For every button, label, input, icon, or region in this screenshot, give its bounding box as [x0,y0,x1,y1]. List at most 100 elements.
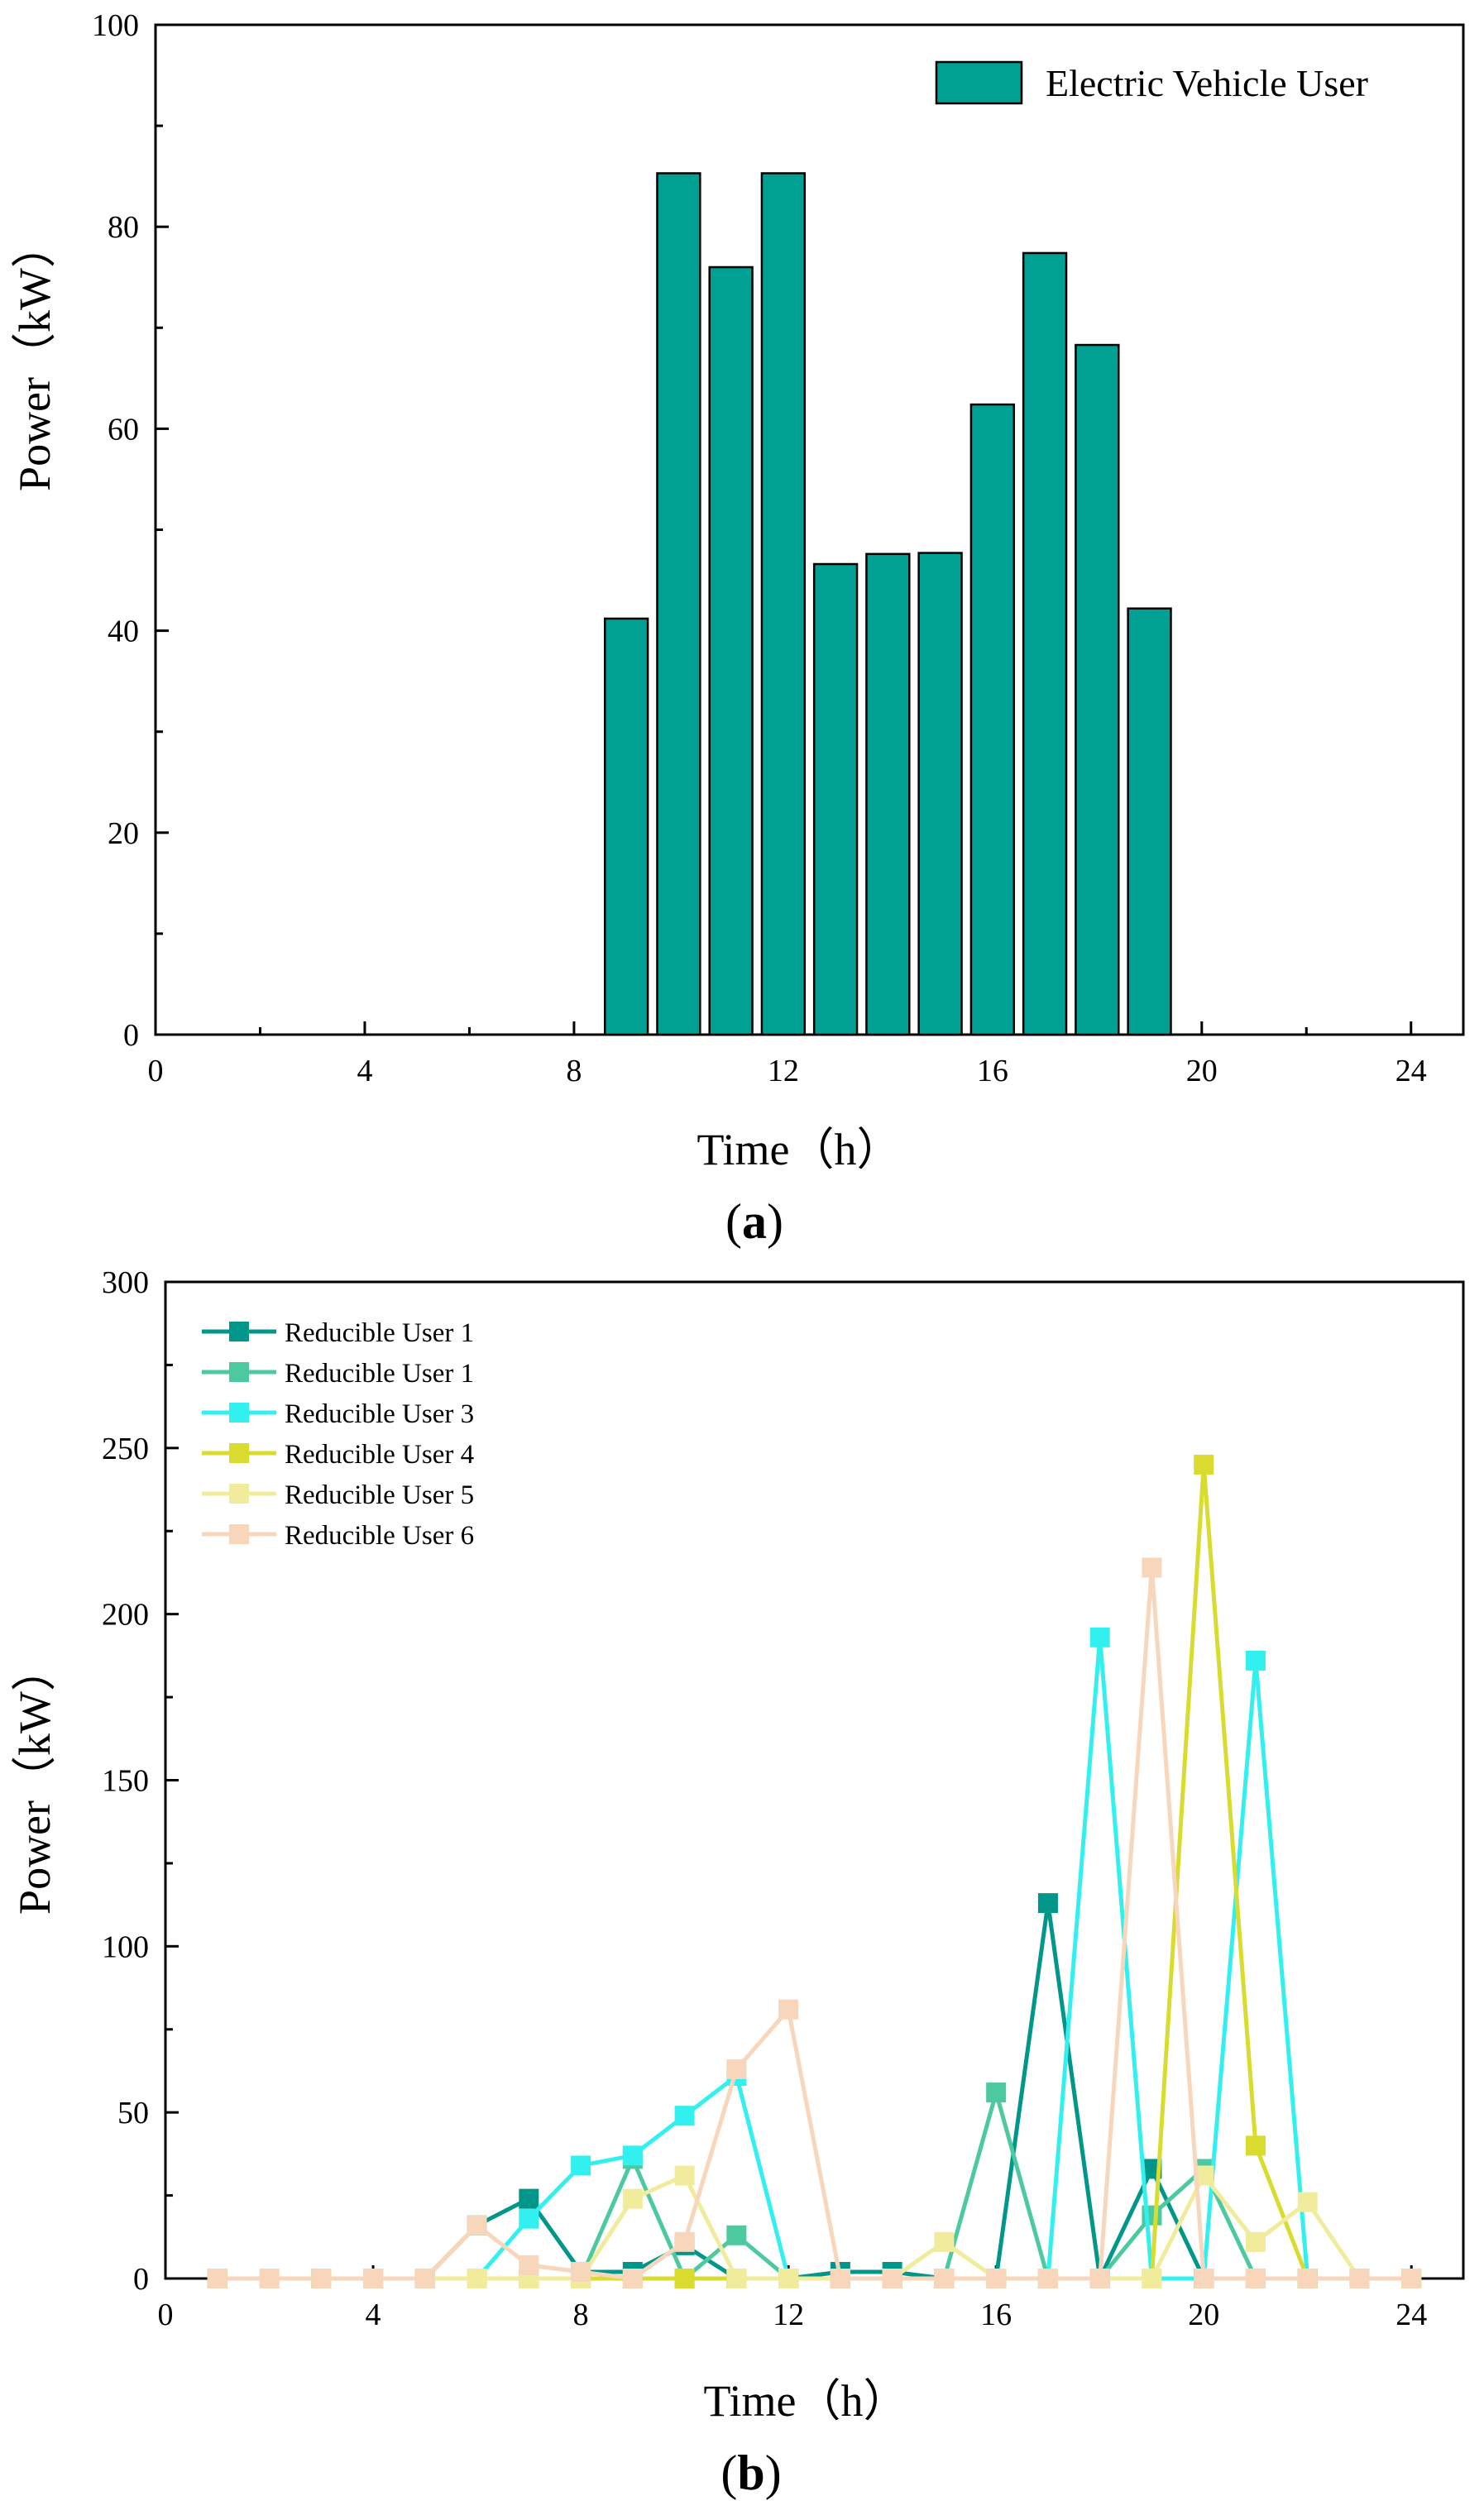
b-y-tick-label: 100 [102,1929,149,1964]
a-legend-label: Electric Vehicle User [1046,62,1368,104]
b-series-line [217,1462,1412,2281]
a-x-tick-label: 20 [1186,1054,1218,1088]
b-panel-label: (b) [720,2446,781,2500]
a-bar [969,403,1016,1036]
b-data-point [571,2261,591,2282]
b-data-point [1297,2192,1318,2212]
a-y-tick-label: 100 [92,8,139,43]
b-data-point [674,2106,695,2126]
a-y-tick-label: 80 [108,210,139,245]
a-x-tick-label: 24 [1395,1054,1427,1088]
b-data-point [622,2145,643,2166]
b-data-point [467,2269,487,2288]
b-data-point [311,2269,332,2288]
b-y-tick-label: 150 [102,1764,149,1799]
b-x-axis-title: Time（h） [703,2376,907,2426]
b-data-point [674,2269,695,2288]
b-data-point [986,2269,1007,2288]
b-data-point [1142,2269,1162,2288]
b-y-tick-label: 300 [102,1265,149,1300]
a-legend-swatch [935,60,1023,105]
b-data-point [259,2269,280,2288]
b-data-point [1089,1627,1110,1647]
b-data-point [726,2269,747,2288]
b-series-line [217,2090,1412,2281]
panel-a-bar-chart: Power（kW） Time（h） (a) 0 4 8 12 16 20 24 0 20 40 60… [10,8,1465,1249]
a-bar [865,552,911,1036]
b-data-point [1194,1454,1214,1475]
a-x-tick-label: 8 [566,1054,582,1088]
b-plot-frame [164,1280,1465,2280]
b-series-5 [207,2165,1422,2288]
b-data-point [778,1999,799,2020]
b-data-point [1037,1893,1058,1914]
b-data-point [986,2082,1007,2103]
a-bar [760,172,807,1036]
b-data-point [519,2208,539,2229]
b-legend-label: Reducible User 5 [285,1480,474,1510]
b-data-point [363,2269,384,2288]
a-bar [656,172,701,1036]
b-data-point [1142,1557,1162,1578]
a-y-tick-label: 0 [123,1018,139,1053]
b-x-tick-label: 12 [773,2298,804,2332]
b-data-point [414,2269,435,2288]
b-x-tick-label: 4 [366,2298,381,2332]
b-data-point [207,2269,227,2288]
a-bar [917,552,963,1036]
b-data-point [519,2255,539,2275]
a-bar [603,617,649,1036]
a-y-tick-label: 60 [108,412,139,447]
b-legend-marker [229,1524,249,1544]
a-y-tick-label: 40 [108,614,139,649]
b-data-point [571,2155,591,2176]
b-x-tick-label: 20 [1188,2298,1219,2332]
b-data-point [934,2269,955,2288]
b-y-tick-label: 200 [102,1598,149,1633]
b-data-point [1245,2231,1266,2252]
a-y-tick-label: 20 [108,816,139,851]
a-plot-frame [154,23,1465,1036]
a-bar [1127,607,1172,1036]
b-data-point [1349,2269,1370,2288]
b-data-point [674,2231,695,2252]
a-y-axis-title: Power（kW） [10,223,60,491]
b-data-point [830,2269,850,2288]
a-bar [1075,343,1120,1036]
a-x-axis-title: Time（h） [697,1125,901,1174]
a-bar [708,265,754,1036]
b-legend-marker [229,1362,249,1382]
b-data-point [467,2215,487,2235]
b-data-point [726,2059,747,2079]
b-x-tick-label: 8 [573,2298,589,2332]
b-x-tick-label: 0 [158,2298,174,2332]
b-legend-marker [229,1443,249,1463]
a-panel-label: (a) [725,1194,783,1249]
b-legend-marker [229,1322,249,1341]
b-data-point [1089,2269,1110,2288]
b-data-point [622,2269,643,2288]
a-bar [812,562,859,1036]
b-legend-label: Reducible User 4 [285,1440,474,1470]
b-x-tick-label: 24 [1395,2298,1427,2332]
b-y-axis-title: Power（kW） [10,1647,60,1915]
b-data-point [519,2188,539,2209]
b-legend-label: Reducible User 6 [285,1521,474,1551]
b-data-point [1194,2269,1214,2288]
a-x-tick-label: 16 [977,1054,1008,1088]
b-data-point [1245,2135,1266,2156]
a-x-tick-label: 4 [357,1054,372,1088]
b-data-point [674,2165,695,2186]
b-legend-marker [229,1484,249,1504]
b-y-tick-label: 50 [117,2096,149,2130]
b-legend-label: Reducible User 1 [285,1359,474,1389]
b-data-point [934,2231,955,2252]
b-series-6 [207,1557,1422,2288]
b-data-point [1245,1650,1266,1671]
a-x-tick-label: 12 [768,1054,799,1088]
b-series-3 [207,1627,1422,2288]
b-data-point [1037,2269,1058,2288]
panel-b-line-chart: Power（kW） Time（h） (b) 0 4 8 12 16 20 24 0 50 100 1… [10,1265,1465,2500]
b-legend-marker [229,1403,249,1423]
